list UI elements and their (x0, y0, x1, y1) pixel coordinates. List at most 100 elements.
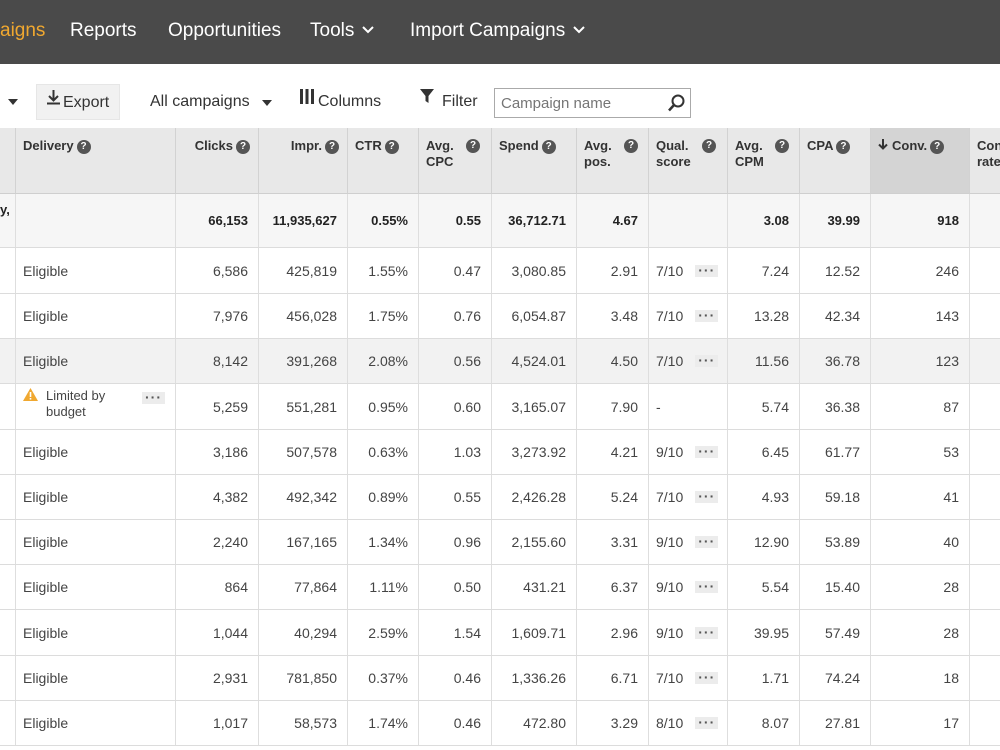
header-conv-label: Conv. (892, 138, 928, 153)
cell-clicks: 1,044 (176, 610, 259, 655)
table-row[interactable]: Eligible 6,586 425,819 1.55% 0.47 3,080.85 2.9… (0, 248, 1000, 294)
cell-conv: 17 (871, 701, 970, 745)
help-icon[interactable]: ? (325, 140, 339, 154)
campaign-search-input[interactable] (495, 89, 665, 117)
total-cell-conv: 918 (871, 194, 970, 247)
header-avg-cpc[interactable]: Avg. CPC? (419, 128, 492, 194)
cell-avg-cpc: 0.47 (419, 248, 492, 293)
cell-ctr: 0.37% (348, 656, 419, 700)
cell-ctr: 1.55% (348, 248, 419, 293)
table-row[interactable]: Eligible 3,186 507,578 0.63% 1.03 3,273.92 4.2… (0, 430, 1000, 475)
nav-opportunities[interactable]: Opportunities (168, 0, 281, 64)
help-icon[interactable]: ? (236, 140, 250, 154)
nav-tools-label: Tools (310, 20, 355, 42)
more-options-icon[interactable]: ··· (695, 353, 719, 367)
more-options-icon[interactable]: ··· (695, 263, 719, 277)
header-conv-rate[interactable]: Conv. rate (970, 128, 1000, 194)
cell-impr: 40,294 (259, 610, 348, 655)
header-spend-label: Spend (499, 138, 539, 153)
more-options-icon[interactable]: ··· (142, 390, 165, 404)
nav-tools[interactable]: Tools (310, 0, 375, 64)
cell-avg-pos: 4.50 (577, 339, 649, 383)
table-row[interactable]: Eligible 4,382 492,342 0.89% 0.55 2,426.28 5.2… (0, 475, 1000, 520)
qual-score-value: - (656, 398, 661, 415)
cell-avg-cpm: 39.95 (728, 610, 800, 655)
more-options-icon[interactable]: ··· (695, 534, 719, 548)
help-icon[interactable]: ? (384, 140, 399, 154)
table-row[interactable]: Eligible 8,142 391,268 2.08% 0.56 4,524.01 4.5… (0, 339, 1000, 384)
header-avg-cpm-label: Avg. CPM (735, 138, 764, 169)
columns-button[interactable]: Columns (300, 84, 381, 120)
cell-spend: 3,273.92 (492, 430, 577, 474)
total-cell-spend: 36,712.71 (492, 194, 577, 247)
help-icon[interactable]: ? (541, 140, 556, 154)
table-row[interactable]: Limited by budget ··· 5,259 551,281 0.95% 0.6… (0, 384, 1000, 430)
table-row[interactable]: Eligible 1,044 40,294 2.59% 1.54 1,609.71 2.96… (0, 610, 1000, 656)
more-options-icon[interactable]: ··· (695, 579, 719, 593)
cell-spend: 431.21 (492, 565, 577, 609)
nav-reports[interactable]: Reports (70, 0, 137, 64)
header-impr[interactable]: Impr.? (259, 128, 348, 194)
export-button[interactable]: Export (36, 84, 121, 120)
cell-avg-cpc: 0.46 (419, 701, 492, 745)
header-avg-cpm[interactable]: Avg. CPM? (728, 128, 800, 194)
cell-conv-rate (970, 430, 1000, 474)
cell-qual-score: 7/10 ··· (649, 248, 728, 293)
cell-clicks: 4,382 (176, 475, 259, 519)
help-icon[interactable]: ? (836, 140, 851, 154)
help-icon[interactable]: ? (775, 139, 789, 153)
table-row[interactable]: Eligible 2,931 781,850 0.37% 0.46 1,336.26 6.7… (0, 656, 1000, 701)
export-label: Export (63, 94, 110, 112)
cell-avg-cpc: 0.96 (419, 520, 492, 564)
header-spend[interactable]: Spend? (492, 128, 577, 194)
table-row[interactable]: Eligible 7,976 456,028 1.75% 0.76 6,054.87 3.4… (0, 294, 1000, 339)
cell-clicks: 864 (176, 565, 259, 609)
table-row[interactable]: Eligible 2,240 167,165 1.34% 0.96 2,155.60 3.3… (0, 520, 1000, 565)
cell-delivery: Eligible (16, 248, 176, 293)
header-avg-pos[interactable]: Avg. pos.? (577, 128, 649, 194)
cell-conv: 143 (871, 294, 970, 338)
help-icon[interactable]: ? (930, 140, 945, 154)
more-options-icon[interactable]: ··· (695, 308, 719, 322)
help-icon[interactable]: ? (76, 140, 91, 154)
header-delivery[interactable]: Delivery? (16, 128, 176, 194)
header-ctr[interactable]: CTR? (348, 128, 419, 194)
cell-impr: 551,281 (259, 384, 348, 429)
more-options-icon[interactable]: ··· (695, 625, 719, 639)
cell-first (0, 701, 16, 745)
search-icon[interactable] (668, 94, 686, 117)
cell-clicks: 3,186 (176, 430, 259, 474)
help-icon[interactable]: ? (466, 139, 480, 153)
cell-ctr: 0.95% (348, 384, 419, 429)
cell-ctr: 2.59% (348, 610, 419, 655)
filter-button[interactable]: Filter (420, 84, 478, 120)
header-conv[interactable]: Conv.? (871, 128, 970, 194)
header-clicks[interactable]: Clicks? (176, 128, 259, 194)
cell-cpa: 36.78 (800, 339, 871, 383)
cell-qual-score: 9/10 ··· (649, 520, 728, 564)
nav-reports-label: Reports (70, 20, 137, 41)
table-row[interactable]: Eligible 864 77,864 1.11% 0.50 431.21 6.37 9/10… (0, 565, 1000, 610)
more-options-icon[interactable]: ··· (695, 444, 719, 458)
toolbar-dropdown[interactable] (0, 84, 28, 120)
cell-spend: 3,080.85 (492, 248, 577, 293)
qual-score-value: 7/10 (656, 262, 684, 279)
cell-avg-pos: 5.24 (577, 475, 649, 519)
table-row[interactable]: Eligible 1,017 58,573 1.74% 0.46 472.80 3.29 8/… (0, 701, 1000, 746)
campaign-filter-dropdown[interactable]: All campaigns (150, 84, 273, 120)
help-icon[interactable]: ? (702, 139, 716, 153)
header-cpa[interactable]: CPA? (800, 128, 871, 194)
nav-campaigns[interactable]: aigns (0, 0, 45, 64)
header-first[interactable] (0, 128, 16, 194)
more-options-icon[interactable]: ··· (695, 670, 719, 684)
cell-avg-cpc: 0.55 (419, 475, 492, 519)
more-options-icon[interactable]: ··· (695, 715, 719, 729)
help-icon[interactable]: ? (624, 139, 638, 153)
cell-avg-pos: 4.21 (577, 430, 649, 474)
nav-opportunities-label: Opportunities (168, 20, 282, 41)
nav-import-campaigns[interactable]: Import Campaigns (410, 0, 585, 64)
header-qual-score[interactable]: Qual. score? (649, 128, 728, 194)
cell-delivery: Eligible (16, 565, 176, 609)
total-cell-avg-pos: 4.67 (577, 194, 649, 247)
more-options-icon[interactable]: ··· (695, 489, 719, 503)
